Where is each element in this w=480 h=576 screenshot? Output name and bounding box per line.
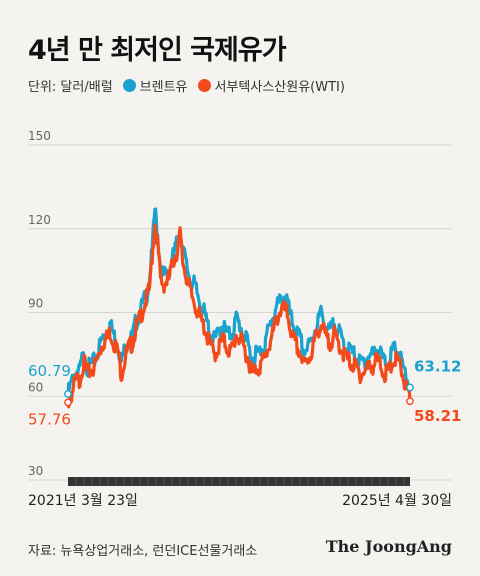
y-tick-label: 120 <box>28 213 51 227</box>
y-tick-label: 30 <box>28 464 43 478</box>
y-tick-label: 60 <box>28 380 43 394</box>
y-tick-label: 150 <box>28 129 51 143</box>
start-marker-brent <box>64 390 72 398</box>
legend-item-brent: 브렌트유 <box>122 76 188 95</box>
start-label-wti: 57.76 <box>28 411 71 429</box>
legend-item-wti: 서부텍사스산원유(WTI) <box>197 76 345 95</box>
y-tick-label: 90 <box>28 297 43 311</box>
legend-dot-brent <box>122 79 136 92</box>
brand-logo: The JoongAng <box>325 537 452 556</box>
start-marker-wti <box>64 398 72 407</box>
legend-label-wti: 서부텍사스산원유(WTI) <box>214 80 345 95</box>
start-label-brent: 60.79 <box>28 362 71 380</box>
legend-dot-wti <box>197 79 211 92</box>
source-note: 자료: 뉴욕상업거래소, 런던ICE선물거래소 <box>28 544 258 559</box>
series-line-wti <box>66 223 412 409</box>
end-marker-wti <box>406 397 414 406</box>
oil-price-chart: 150 120 90 60 30 60.79 63.12 57.76 58.21 2021년 3월… <box>28 129 461 509</box>
unit-label: 단위: 달러/배럴 <box>28 80 113 95</box>
x-end-label: 2025년 4월 30일 <box>342 493 452 509</box>
end-label-wti: 58.21 <box>414 407 461 425</box>
chart-title: 4년 만 최저인 국제유가 <box>28 35 287 66</box>
legend-label-brent: 브렌트유 <box>139 80 188 95</box>
chart-legend: 단위: 달러/배럴 브렌트유 서부텍사스산원유(WTI) <box>28 76 355 95</box>
x-axis-band <box>68 477 410 486</box>
x-start-label: 2021년 3월 23일 <box>28 493 138 509</box>
end-label-brent: 63.12 <box>414 358 461 376</box>
end-marker-brent <box>406 383 414 392</box>
